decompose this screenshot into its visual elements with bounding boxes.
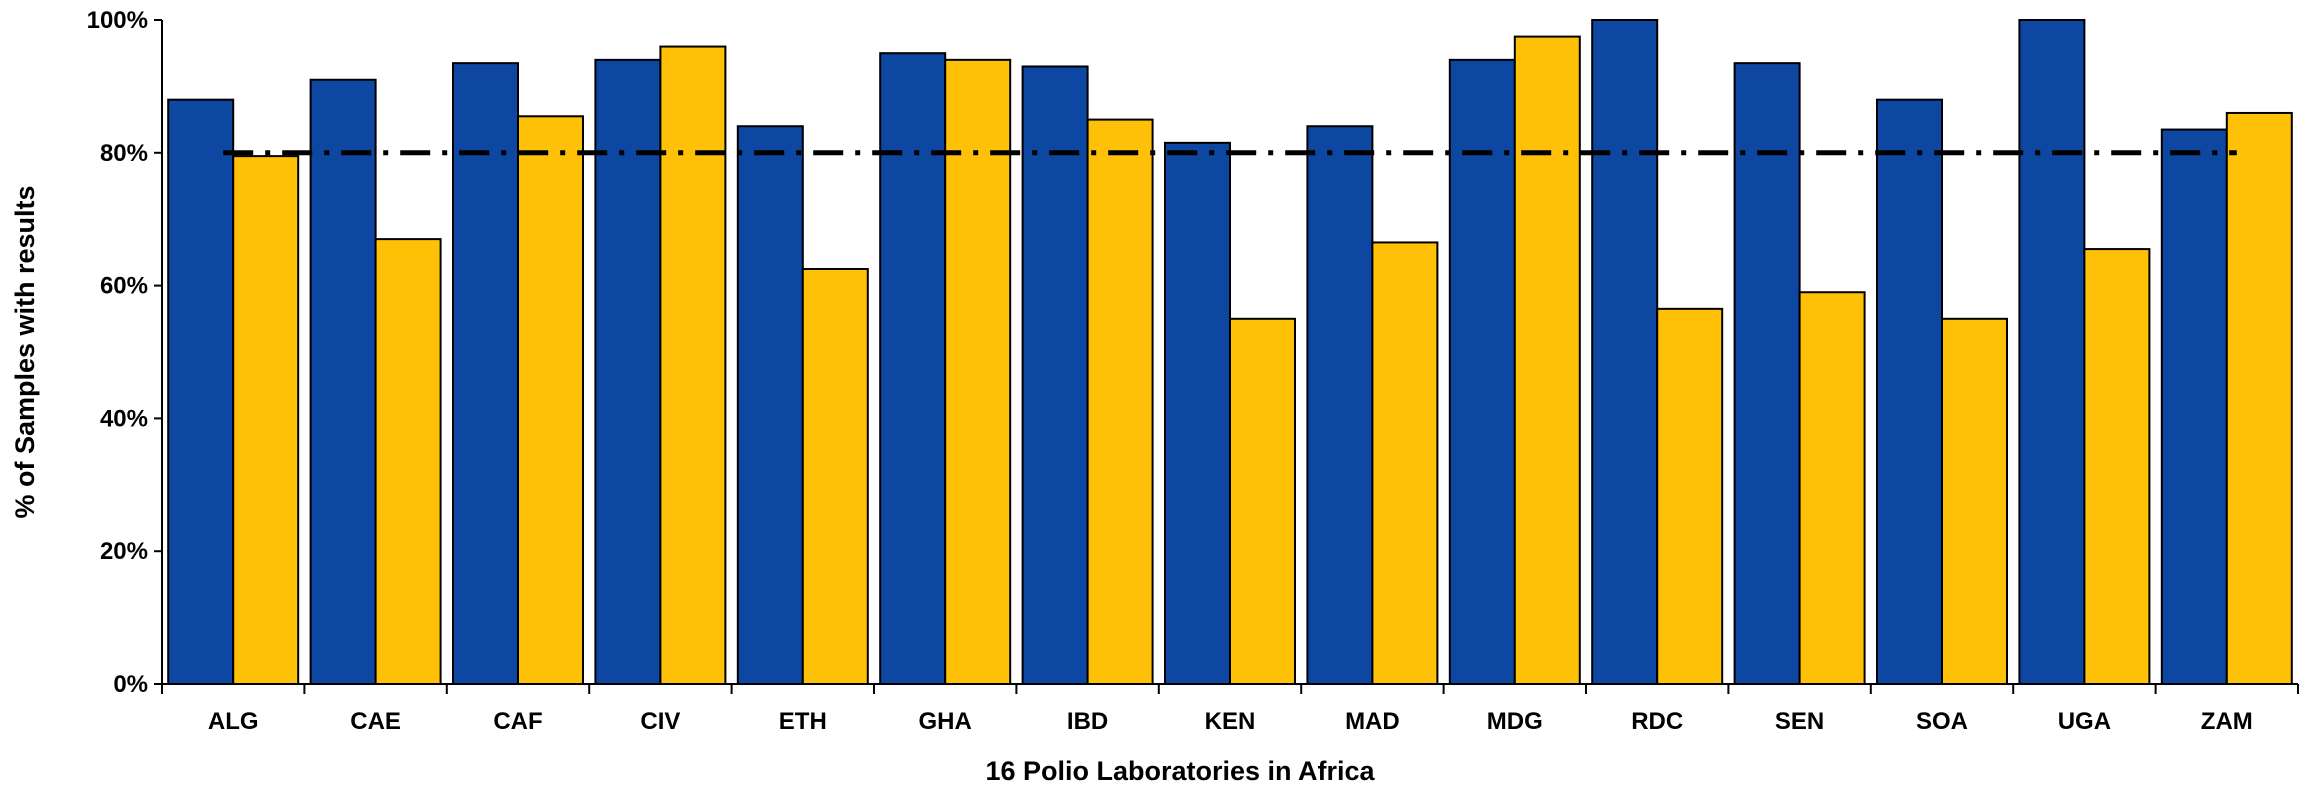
bar-series-2-sen	[1798, 291, 1866, 685]
x-tick-label-cae: CAE	[350, 708, 401, 735]
bar-series-2-rdc	[1656, 307, 1724, 685]
bar-series-1-gha	[879, 52, 947, 685]
bar-series-1-mad	[1306, 125, 1374, 686]
bar-series-2-soa	[1941, 317, 2008, 685]
x-tick-label-alg: ALG	[208, 708, 259, 735]
y-tick-label: 0%	[113, 671, 148, 698]
y-tick-label: 60%	[100, 273, 148, 300]
x-tick-label-eth: ETH	[779, 708, 827, 735]
bar-series-2-alg	[232, 155, 300, 685]
x-tick-label-zam: ZAM	[2201, 708, 2253, 735]
x-tick-label-sen: SEN	[1775, 708, 1824, 735]
bar-series-2-cae	[374, 238, 442, 685]
y-axis-title: % of Samples with results	[10, 185, 40, 518]
bar-series-1-civ	[594, 58, 662, 685]
x-tick-label-mdg: MDG	[1487, 708, 1543, 735]
bar-series-2-caf	[517, 115, 584, 685]
bar-series-1-caf	[452, 62, 519, 686]
bar-series-1-ibd	[1021, 65, 1089, 686]
bar-series-1-cae	[309, 78, 377, 685]
bars-layer	[167, 19, 2293, 686]
bar-series-2-gha	[944, 58, 1012, 685]
bar-series-2-eth	[801, 268, 869, 685]
bar-series-1-uga	[2018, 19, 2086, 685]
bar-series-2-zam	[2225, 111, 2293, 685]
x-axis-title: 16 Polio Laboratories in Africa	[985, 756, 1375, 786]
bar-series-1-sen	[1733, 62, 1801, 686]
bar-series-2-mad	[1371, 241, 1439, 685]
bar-series-1-ken	[1164, 141, 1231, 685]
bar-series-2-civ	[659, 45, 727, 686]
bar-series-2-ibd	[1086, 118, 1154, 686]
x-tick-label-civ: CIV	[640, 708, 680, 735]
bar-series-1-mdg	[1448, 58, 1516, 685]
bar-series-1-rdc	[1591, 19, 1659, 685]
x-tick-label-mad: MAD	[1345, 708, 1400, 735]
bar-series-1-eth	[736, 125, 804, 686]
y-tick-label: 100%	[87, 7, 148, 34]
x-tick-label-uga: UGA	[2058, 708, 2111, 735]
x-tick-label-ken: KEN	[1205, 708, 1256, 735]
x-tick-label-caf: CAF	[493, 708, 542, 735]
y-tick-label: 40%	[100, 405, 148, 432]
bar-series-1-soa	[1876, 98, 1943, 686]
bar-series-1-zam	[2160, 128, 2228, 685]
x-tick-label-ibd: IBD	[1067, 708, 1108, 735]
bar-series-1-alg	[167, 98, 235, 686]
y-tick-label: 20%	[100, 538, 148, 565]
bar-series-2-uga	[2083, 248, 2151, 686]
bar-series-2-mdg	[1513, 35, 1581, 686]
x-tick-label-gha: GHA	[919, 708, 972, 735]
axes-layer: 0% 20% 40% 60% 80% 100% ALG CAE CAF CIV ETH GHA IBD K…	[87, 7, 2299, 735]
y-tick-label: 80%	[100, 140, 148, 167]
x-tick-label-soa: SOA	[1916, 708, 1968, 735]
bar-series-2-ken	[1229, 317, 1296, 685]
x-tick-label-rdc: RDC	[1631, 708, 1683, 735]
